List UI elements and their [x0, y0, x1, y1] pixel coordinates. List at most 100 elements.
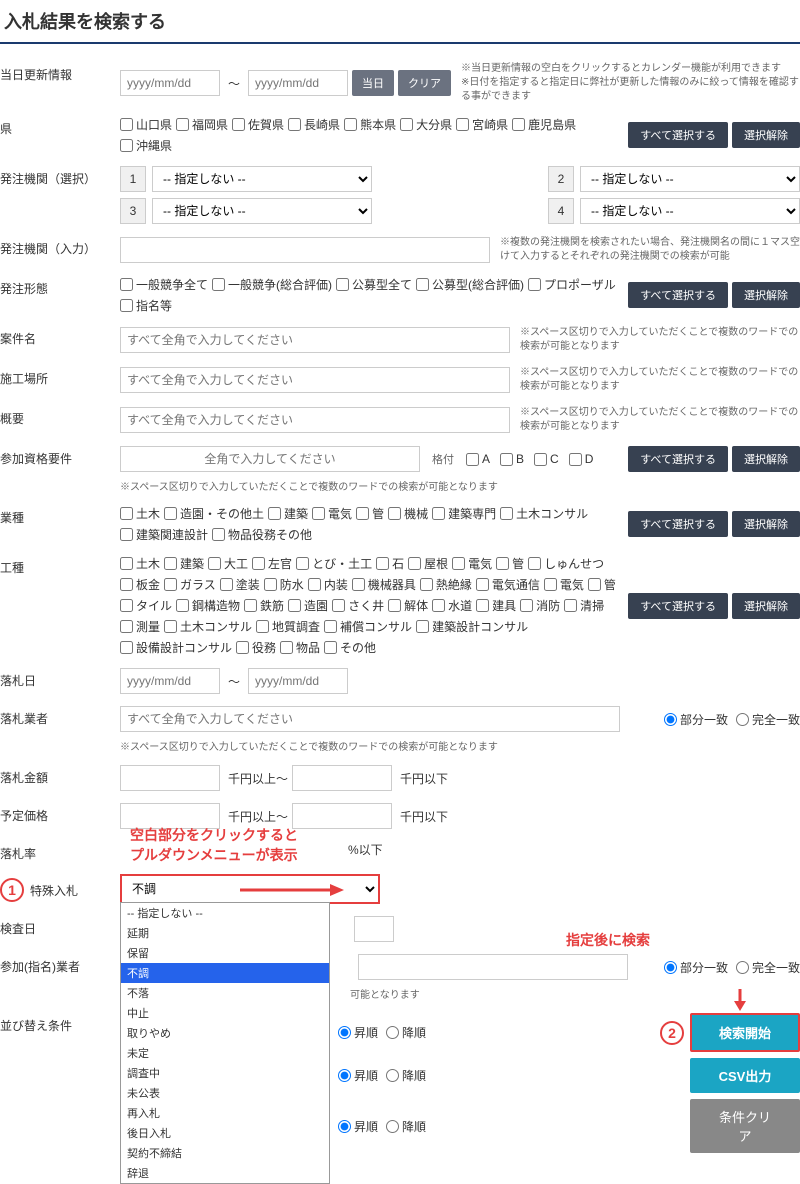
worktype-check-14[interactable]: 内装	[308, 576, 348, 593]
special-option[interactable]: 保留	[121, 943, 329, 963]
worktype-check-37[interactable]: 物品	[280, 639, 320, 656]
agency-select-4[interactable]: -- 指定しない --	[580, 198, 800, 224]
name-input[interactable]	[120, 327, 510, 353]
agency-input[interactable]	[120, 237, 490, 263]
update-date-from[interactable]	[120, 70, 220, 96]
bidder-input[interactable]	[120, 706, 620, 732]
bidamount-to[interactable]	[292, 765, 392, 791]
pref-check-8[interactable]: 沖縄県	[120, 137, 172, 154]
worktype-check-30[interactable]: 測量	[120, 618, 160, 635]
btn-qual-clear[interactable]: 選択解除	[732, 446, 800, 472]
btn-search[interactable]: 検索開始	[690, 1013, 800, 1052]
biddate-to[interactable]	[248, 668, 348, 694]
worktype-check-26[interactable]: 水道	[432, 597, 472, 614]
grade-check-0[interactable]: A	[466, 452, 490, 466]
agency-select-1[interactable]: -- 指定しない --	[152, 166, 372, 192]
worktype-check-22[interactable]: 鉄筋	[244, 597, 284, 614]
special-option[interactable]: 調査中	[121, 1063, 329, 1083]
partic-input[interactable]	[358, 954, 628, 980]
special-option[interactable]: 取りやめ	[121, 1023, 329, 1043]
sort3-asc[interactable]: 昇順	[338, 1118, 378, 1135]
btn-ordertype-clear[interactable]: 選択解除	[732, 282, 800, 308]
pref-check-4[interactable]: 熊本県	[344, 116, 396, 133]
qual-input[interactable]	[120, 446, 420, 472]
pref-check-2[interactable]: 佐賀県	[232, 116, 284, 133]
ordertype-check-1[interactable]: 一般競争(総合評価)	[212, 276, 332, 293]
place-input[interactable]	[120, 367, 510, 393]
special-option[interactable]: 不落	[121, 983, 329, 1003]
worktype-check-6[interactable]: 屋根	[408, 555, 448, 572]
worktype-check-2[interactable]: 大工	[208, 555, 248, 572]
special-option[interactable]: 未定	[121, 1043, 329, 1063]
btn-industry-all[interactable]: すべて選択する	[628, 511, 728, 537]
worktype-check-16[interactable]: 熱絶縁	[420, 576, 472, 593]
btn-industry-clear[interactable]: 選択解除	[732, 511, 800, 537]
worktype-check-18[interactable]: 電気	[544, 576, 584, 593]
ordertype-check-0[interactable]: 一般競争全て	[120, 276, 208, 293]
grade-check-2[interactable]: C	[534, 452, 559, 466]
btn-pref-clear[interactable]: 選択解除	[732, 122, 800, 148]
worktype-check-7[interactable]: 電気	[452, 555, 492, 572]
worktype-check-38[interactable]: その他	[324, 639, 376, 656]
worktype-check-21[interactable]: 鋼構造物	[176, 597, 240, 614]
radio-bidder-exact[interactable]: 完全一致	[736, 711, 800, 728]
industry-check-5[interactable]: 機械	[388, 505, 428, 522]
worktype-check-17[interactable]: 電気通信	[476, 576, 540, 593]
worktype-check-10[interactable]: 板金	[120, 576, 160, 593]
worktype-check-1[interactable]: 建築	[164, 555, 204, 572]
worktype-check-36[interactable]: 役務	[236, 639, 276, 656]
special-dropdown[interactable]: -- 指定しない --延期保留不調不落中止取りやめ未定調査中未公表再入札後日入札…	[120, 902, 330, 1184]
special-option[interactable]: 不調	[121, 963, 329, 983]
btn-pref-all[interactable]: すべて選択する	[628, 122, 728, 148]
worktype-check-34[interactable]: 建築設計コンサル	[416, 618, 528, 635]
worktype-check-4[interactable]: とび・土工	[296, 555, 372, 572]
update-date-to[interactable]	[248, 70, 348, 96]
special-option[interactable]: 契約不締結	[121, 1143, 329, 1163]
grade-check-1[interactable]: B	[500, 452, 524, 466]
worktype-check-29[interactable]: 清掃	[564, 597, 604, 614]
worktype-check-15[interactable]: 機械器具	[352, 576, 416, 593]
btn-csv[interactable]: CSV出力	[690, 1058, 800, 1093]
btn-worktype-clear[interactable]: 選択解除	[732, 593, 800, 619]
pref-check-0[interactable]: 山口県	[120, 116, 172, 133]
worktype-check-12[interactable]: 塗装	[220, 576, 260, 593]
inspect-to[interactable]	[354, 916, 394, 942]
industry-check-2[interactable]: 建築	[268, 505, 308, 522]
worktype-check-32[interactable]: 地質調査	[256, 618, 320, 635]
special-option[interactable]: 辞退	[121, 1163, 329, 1183]
btn-clear-date[interactable]: クリア	[398, 70, 451, 96]
ordertype-check-3[interactable]: 公募型(総合評価)	[416, 276, 524, 293]
worktype-check-24[interactable]: さく井	[332, 597, 384, 614]
sort1-asc[interactable]: 昇順	[338, 1024, 378, 1041]
ordertype-check-5[interactable]: 指名等	[120, 297, 172, 314]
sort1-desc[interactable]: 降順	[386, 1024, 426, 1041]
ordertype-check-4[interactable]: プロポーザル	[528, 276, 616, 293]
industry-check-7[interactable]: 土木コンサル	[500, 505, 588, 522]
btn-today[interactable]: 当日	[352, 70, 394, 96]
industry-check-8[interactable]: 建築関連設計	[120, 526, 208, 543]
bidamount-from[interactable]	[120, 765, 220, 791]
grade-check-3[interactable]: D	[569, 452, 594, 466]
worktype-check-9[interactable]: しゅんせつ	[528, 555, 604, 572]
radio-partic-exact[interactable]: 完全一致	[736, 959, 800, 976]
pref-check-6[interactable]: 宮崎県	[456, 116, 508, 133]
sort2-desc[interactable]: 降順	[386, 1067, 426, 1084]
radio-partic-partial[interactable]: 部分一致	[664, 959, 728, 976]
special-option[interactable]: 中止	[121, 1003, 329, 1023]
worktype-check-31[interactable]: 土木コンサル	[164, 618, 252, 635]
worktype-check-11[interactable]: ガラス	[164, 576, 216, 593]
worktype-check-23[interactable]: 造園	[288, 597, 328, 614]
industry-check-0[interactable]: 土木	[120, 505, 160, 522]
worktype-check-0[interactable]: 土木	[120, 555, 160, 572]
worktype-check-28[interactable]: 消防	[520, 597, 560, 614]
worktype-check-27[interactable]: 建具	[476, 597, 516, 614]
worktype-check-8[interactable]: 管	[496, 555, 524, 572]
pref-check-3[interactable]: 長崎県	[288, 116, 340, 133]
worktype-check-19[interactable]: 管	[588, 576, 616, 593]
industry-check-3[interactable]: 電気	[312, 505, 352, 522]
worktype-check-20[interactable]: タイル	[120, 597, 172, 614]
special-option[interactable]: 延期	[121, 923, 329, 943]
worktype-check-5[interactable]: 石	[376, 555, 404, 572]
special-option[interactable]: 後日入札	[121, 1123, 329, 1143]
radio-bidder-partial[interactable]: 部分一致	[664, 711, 728, 728]
